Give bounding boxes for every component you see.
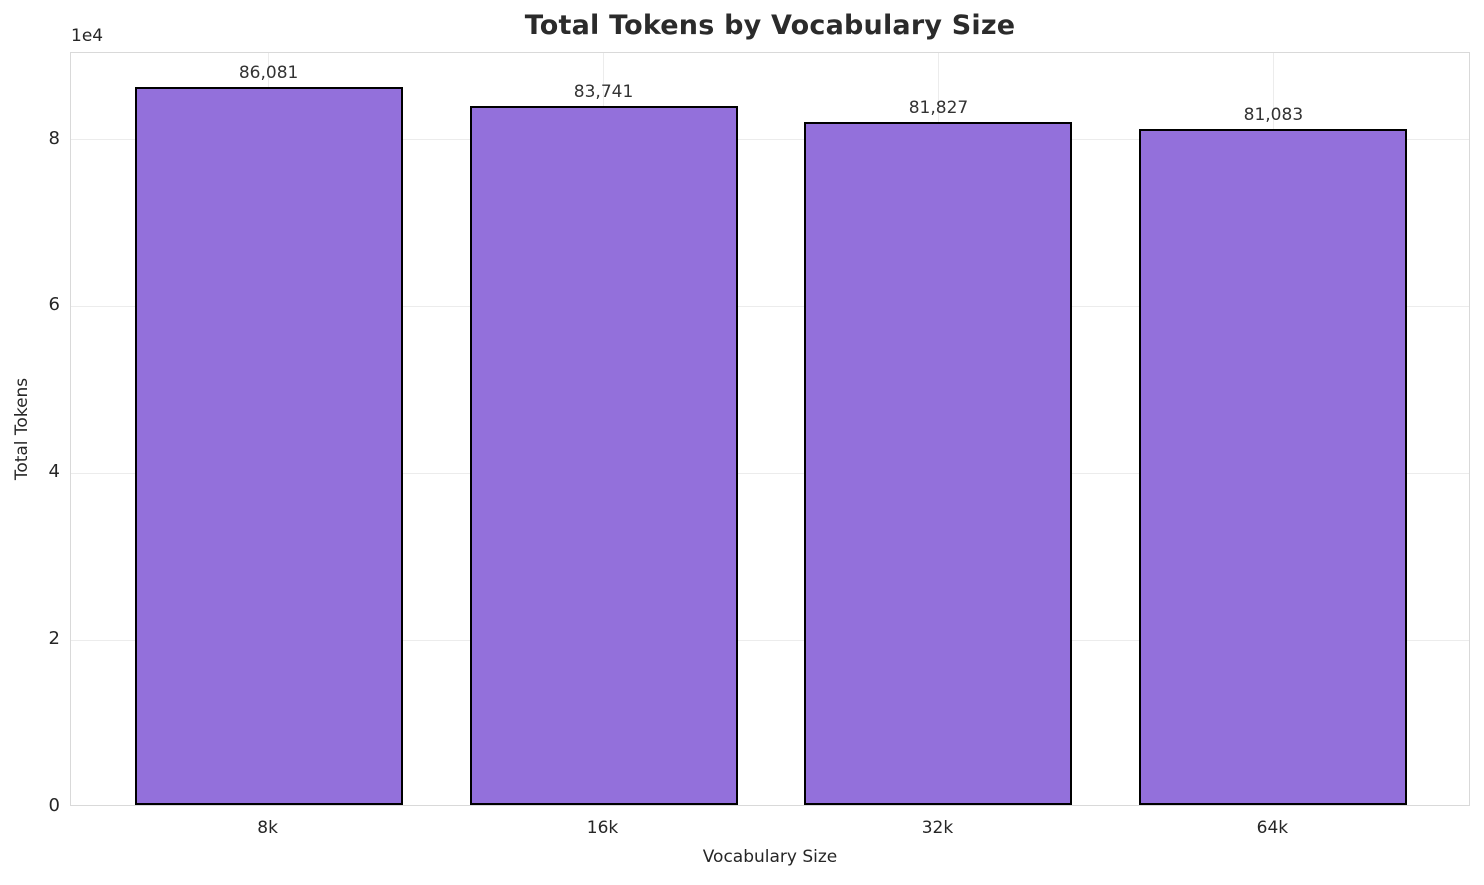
bar-value-label: 83,741	[573, 82, 634, 103]
x-tick-label-16k: 16k	[586, 818, 619, 838]
y-tick-label: 6	[48, 294, 60, 316]
bar-64k	[1139, 128, 1408, 805]
y-tick-label: 2	[48, 628, 60, 650]
bar-value-label: 86,081	[238, 62, 299, 83]
x-tick-label-64k: 64k	[1256, 818, 1289, 838]
y-tick-label: 4	[48, 461, 60, 483]
y-tick-label: 0	[48, 795, 60, 816]
y-gridline	[71, 305, 1469, 307]
x-tick-label-32k: 32k	[921, 818, 954, 838]
chart-title: Total Tokens by Vocabulary Size	[524, 10, 1016, 41]
bar-8k	[134, 86, 403, 805]
y-gridline	[71, 139, 1469, 141]
bar-value-label: 81,083	[1243, 104, 1304, 125]
y-tick-label: 8	[48, 127, 60, 149]
y-axis-label: Total Tokens	[12, 377, 32, 481]
y-gridline	[71, 472, 1469, 474]
y-axis-offset-text: 1e4	[71, 26, 104, 46]
bar-32k	[804, 122, 1073, 805]
bar-value-label: 81,827	[908, 98, 969, 119]
plot-area: 86,081 83,741 81,827 81,083	[70, 52, 1470, 806]
bar-16k	[469, 106, 738, 805]
y-gridline	[71, 639, 1469, 641]
x-axis-label: Vocabulary Size	[702, 847, 838, 867]
x-tick-label-8k: 8k	[257, 818, 278, 838]
